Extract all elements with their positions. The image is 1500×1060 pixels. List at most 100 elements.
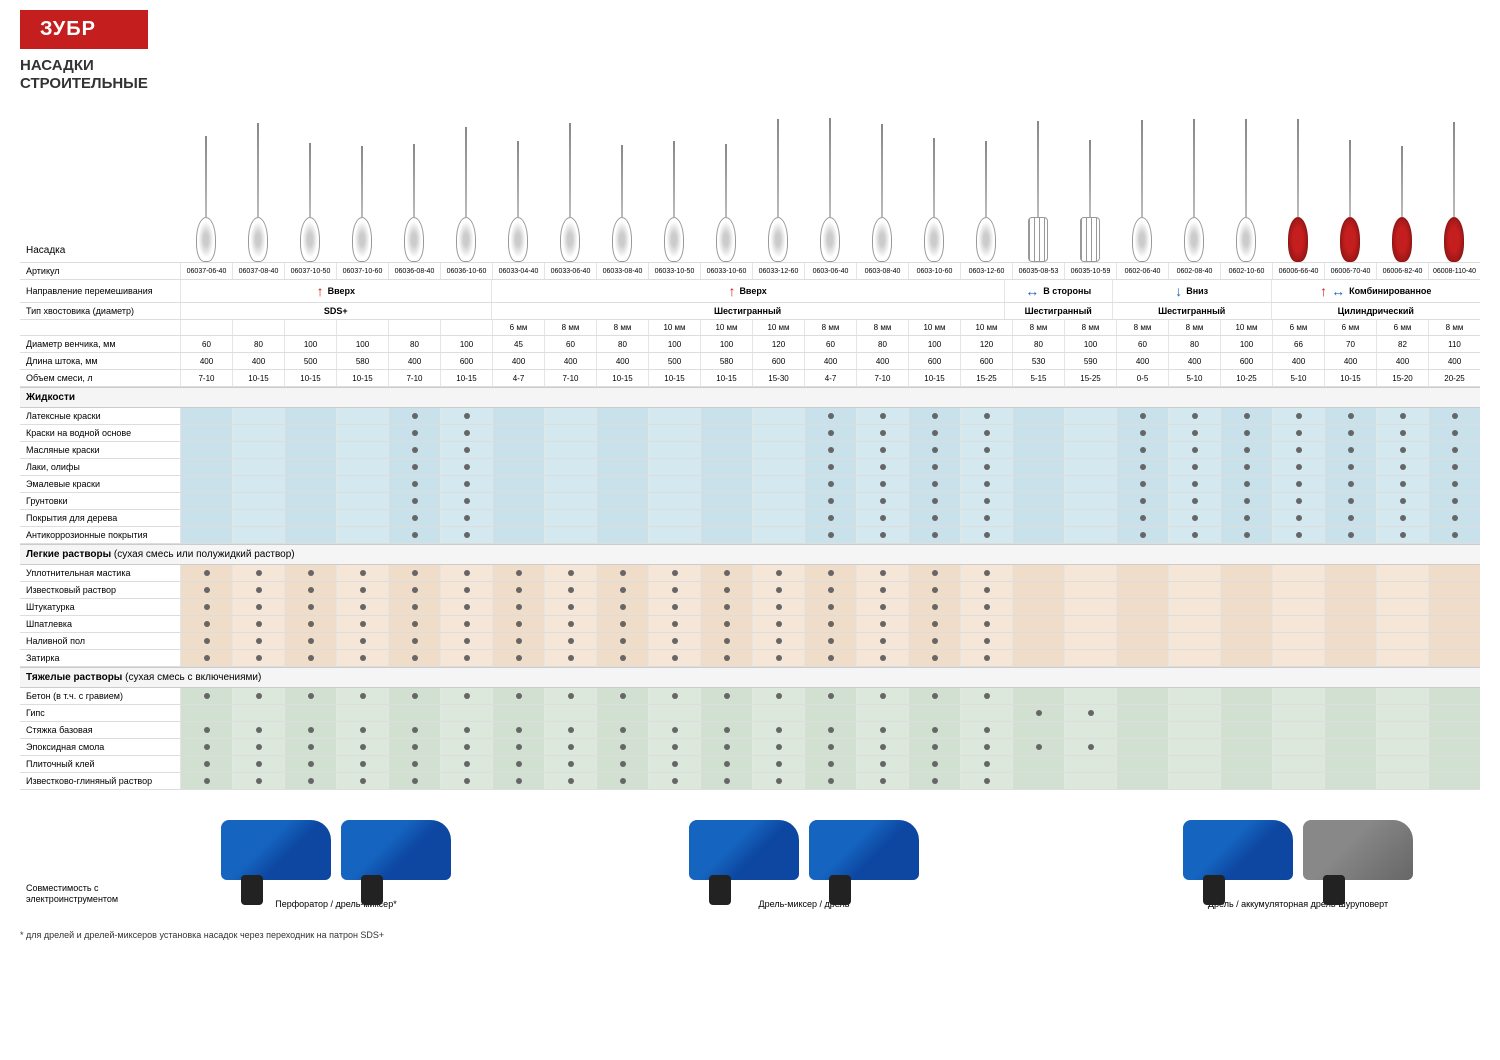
- dot-icon: [568, 638, 574, 644]
- data-cell: 60: [180, 336, 232, 352]
- data-cell: 5-15: [1012, 370, 1064, 386]
- dot-icon: [1140, 413, 1146, 419]
- data-cell: 4-7: [492, 370, 544, 386]
- data-cell: 10-15: [336, 370, 388, 386]
- data-cell: 580: [700, 353, 752, 369]
- dot-icon: [360, 587, 366, 593]
- dot-icon: [568, 655, 574, 661]
- dot-icon: [672, 778, 678, 784]
- dot-icon: [984, 744, 990, 750]
- dot-icon: [984, 430, 990, 436]
- data-cell: 06035-08-53: [1012, 263, 1064, 279]
- dot-icon: [464, 464, 470, 470]
- dot-icon: [256, 604, 262, 610]
- dot-icon: [360, 655, 366, 661]
- dot-icon: [308, 638, 314, 644]
- dot-icon: [932, 447, 938, 453]
- data-cell: 6 мм: [1272, 320, 1324, 335]
- brand-logo: ЗУБР: [20, 10, 148, 49]
- data-cell: 7-10: [544, 370, 596, 386]
- data-cell: [284, 320, 336, 335]
- dot-icon: [256, 744, 262, 750]
- dot-icon: [204, 604, 210, 610]
- dot-icon: [204, 587, 210, 593]
- article-row: Артикул 06037-06-4006037-08-4006037-10-5…: [20, 263, 1480, 280]
- footnote: * для дрелей и дрелей-миксеров установка…: [0, 924, 1500, 946]
- dot-icon: [932, 570, 938, 576]
- dot-icon: [360, 621, 366, 627]
- dot-icon: [516, 778, 522, 784]
- data-cell: 400: [1168, 353, 1220, 369]
- dot-icon: [828, 515, 834, 521]
- data-cell: 100: [700, 336, 752, 352]
- dot-icon: [1036, 744, 1042, 750]
- data-cell: 8 мм: [596, 320, 648, 335]
- dot-icon: [1452, 413, 1458, 419]
- data-cell: 06006-82-40: [1376, 263, 1428, 279]
- data-cell: 6 мм: [492, 320, 544, 335]
- dot-icon: [880, 638, 886, 644]
- dot-icon: [1296, 430, 1302, 436]
- data-cell: 0603-08-40: [856, 263, 908, 279]
- data-cell: 400: [856, 353, 908, 369]
- material-row: Краски на водной основе: [20, 425, 1480, 442]
- dot-icon: [880, 693, 886, 699]
- arrow-up-icon: ↑: [1320, 283, 1327, 299]
- dot-icon: [932, 413, 938, 419]
- dot-icon: [1400, 464, 1406, 470]
- dot-icon: [256, 655, 262, 661]
- dot-icon: [464, 655, 470, 661]
- dot-icon: [464, 570, 470, 576]
- dot-icon: [984, 498, 990, 504]
- dot-icon: [568, 761, 574, 767]
- dot-icon: [984, 587, 990, 593]
- dot-icon: [464, 515, 470, 521]
- dot-icon: [516, 655, 522, 661]
- data-cell: 0602-10-60: [1220, 263, 1272, 279]
- dot-icon: [724, 587, 730, 593]
- dot-icon: [1348, 532, 1354, 538]
- dot-icon: [828, 655, 834, 661]
- dot-icon: [776, 604, 782, 610]
- drill-icon: [809, 820, 919, 880]
- dot-icon: [672, 587, 678, 593]
- data-cell: 06006-66-40: [1272, 263, 1324, 279]
- data-cell: 10-15: [648, 370, 700, 386]
- dot-icon: [672, 604, 678, 610]
- dot-icon: [620, 761, 626, 767]
- dot-icon: [360, 570, 366, 576]
- dot-icon: [308, 761, 314, 767]
- dot-icon: [256, 621, 262, 627]
- dot-icon: [1140, 532, 1146, 538]
- direction-row: Направление перемешивания ↑Вверх ↑Вверх …: [20, 280, 1480, 303]
- material-row: Штукатурка: [20, 599, 1480, 616]
- data-cell: 10-15: [700, 370, 752, 386]
- material-row: Антикоррозионные покрытия: [20, 527, 1480, 544]
- dot-icon: [360, 693, 366, 699]
- dot-icon: [412, 532, 418, 538]
- data-cell: 06036-10-60: [440, 263, 492, 279]
- data-cell: 7-10: [180, 370, 232, 386]
- dot-icon: [516, 727, 522, 733]
- dot-icon: [776, 744, 782, 750]
- data-cell: 82: [1376, 336, 1428, 352]
- data-cell: 10-15: [596, 370, 648, 386]
- heavy-header: Тяжелые растворы (сухая смесь с включени…: [20, 667, 1480, 688]
- dot-icon: [620, 727, 626, 733]
- shank-size-row: 6 мм8 мм8 мм10 мм10 мм10 мм8 мм8 мм10 мм…: [20, 320, 1480, 336]
- data-cell: 400: [596, 353, 648, 369]
- tool-group-1: Перфоратор / дрель-миксер*: [180, 805, 492, 909]
- dot-icon: [464, 604, 470, 610]
- dot-icon: [932, 693, 938, 699]
- dot-icon: [724, 693, 730, 699]
- dot-icon: [932, 604, 938, 610]
- dot-icon: [880, 447, 886, 453]
- dot-icon: [464, 532, 470, 538]
- dir-up-2: ↑Вверх: [491, 280, 1004, 302]
- dot-icon: [412, 621, 418, 627]
- dot-icon: [880, 570, 886, 576]
- nasadka-label: Насадка: [20, 242, 180, 262]
- dot-icon: [412, 570, 418, 576]
- dot-icon: [1296, 498, 1302, 504]
- material-row: Эпоксидная смола: [20, 739, 1480, 756]
